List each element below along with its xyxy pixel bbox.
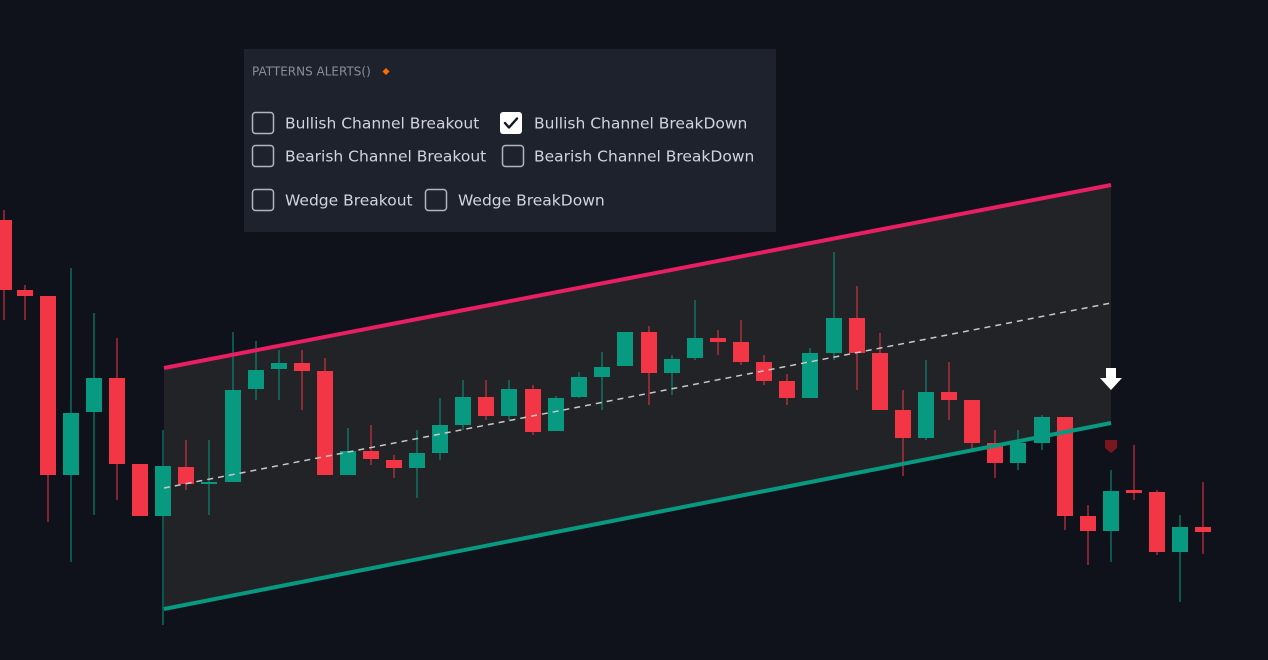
candle-body bbox=[178, 467, 194, 484]
option[interactable]: Bullish Channel Breakout bbox=[251, 111, 480, 135]
candle-body bbox=[1172, 527, 1188, 552]
candle-body bbox=[802, 353, 818, 398]
candle-body bbox=[155, 466, 171, 516]
candle-body bbox=[17, 290, 33, 296]
candle-body bbox=[941, 392, 957, 400]
option[interactable]: Wedge Breakout bbox=[251, 188, 413, 212]
option-label[interactable]: Bullish Channel Breakout bbox=[285, 115, 479, 133]
candle-body bbox=[571, 377, 587, 397]
candle-body bbox=[548, 398, 564, 431]
candle-body bbox=[964, 400, 980, 443]
candle-body bbox=[432, 425, 448, 453]
candle-body bbox=[363, 451, 379, 459]
channel-fill bbox=[164, 185, 1111, 609]
checkbox[interactable] bbox=[424, 188, 448, 212]
candle-body bbox=[1010, 443, 1026, 463]
checkbox[interactable] bbox=[251, 188, 275, 212]
candle-body bbox=[455, 397, 471, 425]
signal-marker bbox=[1105, 440, 1117, 453]
candle-body bbox=[1057, 417, 1073, 516]
candle-body bbox=[271, 363, 287, 369]
alerts-panel bbox=[244, 49, 776, 232]
candle-body bbox=[525, 389, 541, 432]
candle-body bbox=[132, 464, 148, 516]
option[interactable]: Wedge BreakDown bbox=[424, 188, 605, 212]
breakdown-arrow bbox=[1100, 368, 1122, 390]
candle-body bbox=[340, 451, 356, 475]
checkbox[interactable] bbox=[501, 144, 525, 168]
candle-body bbox=[225, 390, 241, 482]
candle-body bbox=[687, 338, 703, 358]
channel-top bbox=[163, 183, 1112, 370]
candle-body bbox=[710, 338, 726, 342]
candle-body bbox=[109, 378, 125, 464]
candle-body bbox=[1195, 527, 1211, 532]
candle-body bbox=[594, 367, 610, 377]
candle-body bbox=[317, 371, 333, 475]
candle-body bbox=[1126, 490, 1142, 493]
candle-body bbox=[872, 353, 888, 410]
checkbox[interactable] bbox=[251, 111, 275, 135]
candle-body bbox=[1149, 492, 1165, 552]
candle-body bbox=[918, 392, 934, 438]
candle-body bbox=[826, 318, 842, 353]
candle-body bbox=[63, 413, 79, 475]
candle-body bbox=[409, 453, 425, 468]
candle-body bbox=[733, 342, 749, 362]
candle-body bbox=[756, 362, 772, 381]
candle-body bbox=[386, 460, 402, 468]
candle-body bbox=[294, 363, 310, 371]
candle-body bbox=[40, 296, 56, 475]
candle-body bbox=[895, 410, 911, 438]
candle-body bbox=[478, 397, 494, 416]
panel-indicator bbox=[382, 68, 390, 75]
candle-body bbox=[849, 318, 865, 353]
option-label[interactable]: Wedge Breakout bbox=[285, 192, 413, 210]
candle-body bbox=[248, 370, 264, 389]
candle-body bbox=[779, 381, 795, 398]
option[interactable]: Bullish Channel BreakDown bbox=[500, 112, 747, 134]
channel-midline bbox=[163, 302, 1112, 489]
candle-body bbox=[501, 389, 517, 416]
option-label[interactable]: Wedge BreakDown bbox=[458, 192, 605, 210]
candle-body bbox=[1103, 491, 1119, 531]
candle-body bbox=[0, 220, 12, 290]
candle-body bbox=[201, 482, 217, 484]
panel-title: PATTERNS ALERTS() bbox=[252, 65, 371, 79]
option-label[interactable]: Bullish Channel BreakDown bbox=[534, 115, 747, 133]
candle-body bbox=[641, 332, 657, 373]
checkmark bbox=[503, 117, 519, 129]
candle-body bbox=[1080, 516, 1096, 531]
option-label[interactable]: Bearish Channel BreakDown bbox=[534, 148, 754, 166]
candles bbox=[0, 210, 1211, 625]
candle-body bbox=[664, 359, 680, 373]
option[interactable]: Bearish Channel BreakDown bbox=[501, 144, 755, 168]
candle-body bbox=[86, 378, 102, 412]
option[interactable]: Bearish Channel Breakout bbox=[251, 144, 487, 168]
candle-body bbox=[617, 332, 633, 366]
checkbox-checked[interactable] bbox=[500, 112, 522, 134]
options: Bullish Channel Breakout Bullish Channel … bbox=[251, 111, 755, 212]
option-label[interactable]: Bearish Channel Breakout bbox=[285, 148, 486, 166]
checkbox[interactable] bbox=[251, 144, 275, 168]
channel-bottom bbox=[163, 421, 1112, 611]
